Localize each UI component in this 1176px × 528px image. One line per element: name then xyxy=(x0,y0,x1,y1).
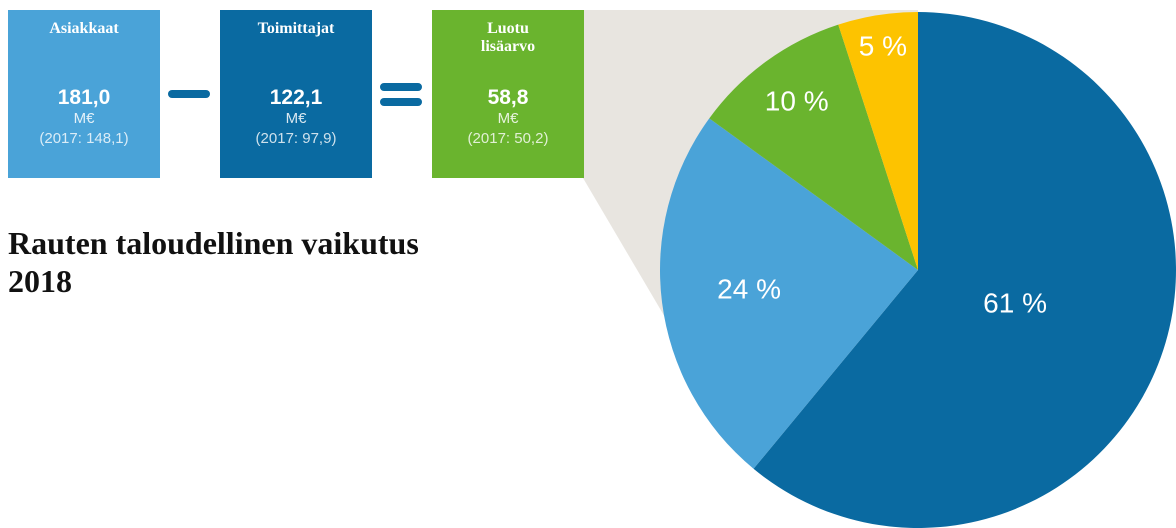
box-unit: M€ xyxy=(497,110,519,127)
equals-sign xyxy=(380,83,422,91)
equals-sign xyxy=(380,98,422,106)
slice-label: 24 % xyxy=(717,274,781,305)
pie-slice xyxy=(660,118,918,469)
slice-label: 5 % xyxy=(859,31,907,62)
box-prior: (2017: 50,2) xyxy=(467,130,549,147)
box: Toimittajat 122,1 M€ (2017: 97,9) xyxy=(220,10,372,178)
box-unit: M€ xyxy=(285,110,307,127)
slice-label: 10 % xyxy=(765,85,829,116)
box-value: 122,1 xyxy=(269,86,323,109)
pie-slice xyxy=(753,12,1176,528)
box-prior: (2017: 148,1) xyxy=(39,130,129,147)
pie-slice xyxy=(838,12,918,270)
pie-slice xyxy=(709,24,918,271)
box-unit: M€ xyxy=(73,110,95,127)
box: Asiakkaat 181,0 M€ (2017: 148,1) xyxy=(8,10,160,178)
box-prior: (2017: 97,9) xyxy=(255,130,337,147)
box-title: Luotu lisäarvo xyxy=(480,20,536,55)
box-value: 181,0 xyxy=(57,86,111,109)
box-value: 58,8 xyxy=(487,86,529,109)
box-title: Asiakkaat xyxy=(49,20,119,37)
box: Luotu lisäarvo 58,8 M€ (2017: 50,2) xyxy=(432,10,584,178)
minus-sign xyxy=(168,90,210,98)
slice-label: 61 % xyxy=(983,287,1047,318)
title: Rauten taloudellinen vaikutus 2018 xyxy=(8,225,419,299)
box-title: Toimittajat xyxy=(257,20,335,37)
